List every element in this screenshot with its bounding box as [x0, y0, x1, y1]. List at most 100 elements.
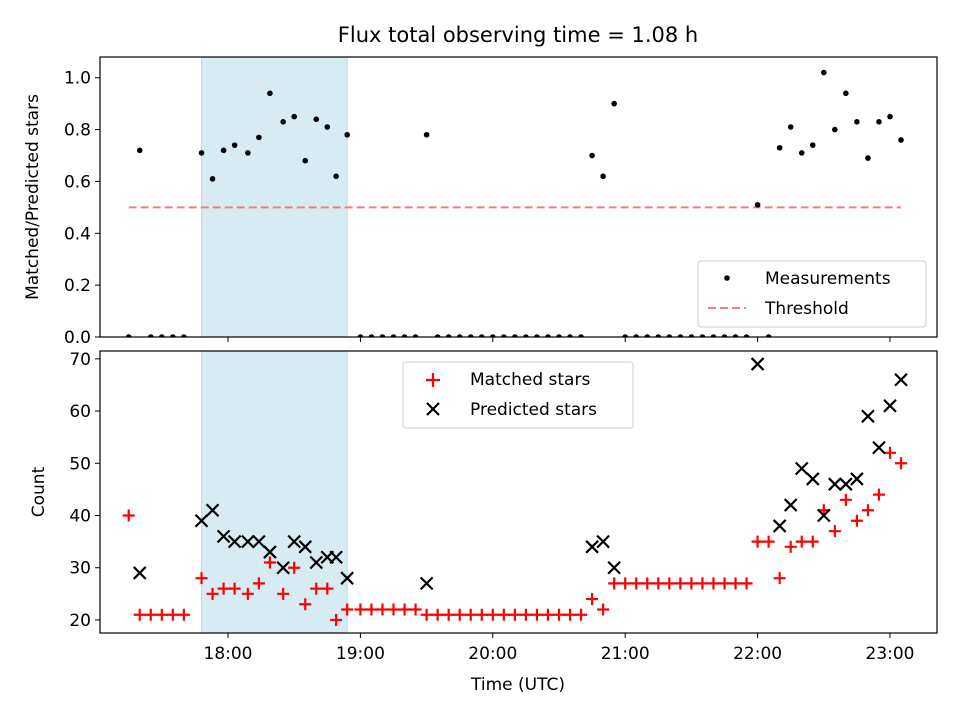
matched-star-point — [663, 577, 676, 590]
measurement-point — [125, 334, 132, 337]
measurement-point — [478, 334, 485, 337]
measurement-point — [490, 334, 496, 337]
measurement-point — [434, 334, 441, 337]
measurement-point — [743, 334, 750, 337]
measurement-point — [198, 150, 205, 156]
ratio-plot-area — [125, 69, 904, 337]
count-y-axis: 20 30 40 50 60 70 — [69, 350, 100, 631]
predicted-star-point — [772, 519, 787, 533]
measurement-point — [291, 113, 298, 120]
matched-star-point — [872, 488, 885, 501]
matched-star-point — [464, 608, 477, 621]
matched-star-point — [288, 561, 301, 574]
ratio-y-tick-label: 0.4 — [64, 224, 91, 244]
ratio-y-axis: 0.0 0.2 0.4 0.6 0.8 1.0 — [64, 69, 100, 348]
measurement-point — [324, 124, 331, 130]
predicted-star-point — [276, 560, 290, 575]
matched-star-point — [206, 587, 219, 600]
measurement-point — [854, 119, 860, 125]
predicted-star-point — [216, 529, 231, 544]
measurement-point — [220, 147, 227, 154]
predicted-star-point — [252, 534, 266, 549]
count-legend: Matched stars Predicted stars — [402, 361, 634, 429]
count-legend-box — [402, 361, 634, 429]
matched-star-point — [263, 556, 276, 569]
measurement-point — [170, 334, 176, 337]
matched-star-point — [630, 577, 643, 590]
legend-threshold-label: Threshold — [764, 299, 849, 319]
measurement-point — [333, 173, 339, 180]
matched-star-point — [784, 540, 797, 553]
count-plot-area — [122, 357, 908, 626]
ratio-legend-box — [697, 260, 927, 328]
matched-star-point — [387, 603, 400, 616]
legend-predicted-label: Predicted stars — [470, 400, 597, 420]
measurement-point — [556, 334, 562, 337]
matched-star-point — [729, 577, 742, 590]
measurement-point — [699, 334, 706, 337]
measurement-point — [567, 334, 573, 337]
legend-matched-marker — [426, 373, 440, 387]
matched-star-point — [453, 608, 466, 621]
matched-star-point — [696, 577, 709, 590]
measurement-point — [534, 334, 540, 337]
matched-star-point — [241, 587, 254, 600]
matched-star-point — [486, 608, 499, 621]
count-x-tick-label: 22:00 — [733, 644, 782, 664]
count-x-tick-label: 20:00 — [468, 644, 517, 664]
measurement-point — [843, 90, 849, 97]
predicted-star-point — [309, 555, 324, 570]
measurement-point — [256, 134, 262, 141]
predicted-star-point — [861, 409, 875, 424]
predicted-star-point — [783, 498, 798, 512]
matched-star-point — [751, 535, 764, 548]
matched-star-point — [530, 608, 543, 621]
measurement-point — [545, 334, 551, 337]
matched-star-point — [122, 509, 135, 522]
measurement-point — [787, 124, 794, 130]
matched-star-point — [252, 577, 265, 590]
matched-star-point — [409, 603, 422, 616]
matched-star-point — [652, 577, 665, 590]
predicted-star-point — [585, 540, 599, 554]
matched-star-point — [195, 572, 208, 585]
predicted-star-point — [817, 508, 831, 523]
measurement-point — [379, 334, 386, 337]
measurement-point — [898, 137, 904, 143]
count-panel: 20 30 40 50 60 70 18:00 19:00 20:00 21:00 22:00 23… — [29, 350, 938, 695]
count-axes-frame — [99, 350, 938, 634]
predicted-star-point — [132, 566, 147, 580]
count-y-axis-label: Count — [29, 466, 49, 517]
measurement-point — [181, 334, 187, 337]
count-x-tick-label: 18:00 — [204, 644, 253, 664]
predicted-star-point — [794, 461, 809, 476]
matched-star-point — [228, 582, 241, 595]
matched-star-point — [341, 603, 354, 616]
matched-star-point — [806, 535, 819, 548]
predicted-star-point — [263, 545, 277, 559]
matched-star-point — [398, 603, 411, 616]
matched-star-point — [619, 577, 632, 590]
measurement-point — [390, 334, 397, 337]
predicted-star-point — [750, 357, 765, 371]
matched-star-point — [553, 608, 565, 621]
measurement-point — [357, 334, 364, 337]
matched-star-point — [608, 577, 621, 590]
matched-star-point — [707, 577, 720, 590]
predicted-star-point — [419, 576, 434, 591]
measurement-point — [445, 334, 452, 337]
ratio-y-tick-label: 0.8 — [64, 121, 91, 141]
measurement-point — [765, 334, 772, 337]
measurement-point — [245, 150, 251, 156]
measurement-point — [368, 334, 375, 337]
matched-star-point — [277, 587, 290, 600]
measurement-point — [677, 334, 684, 337]
matched-star-point — [575, 608, 588, 621]
count-y-tick-label: 20 — [69, 611, 91, 631]
count-x-tick-label: 21:00 — [601, 644, 650, 664]
measurement-point — [159, 334, 165, 337]
ratio-axes-frame — [99, 56, 938, 338]
measurement-point — [776, 144, 783, 151]
x-axis-label: Time (UTC) — [470, 675, 565, 695]
